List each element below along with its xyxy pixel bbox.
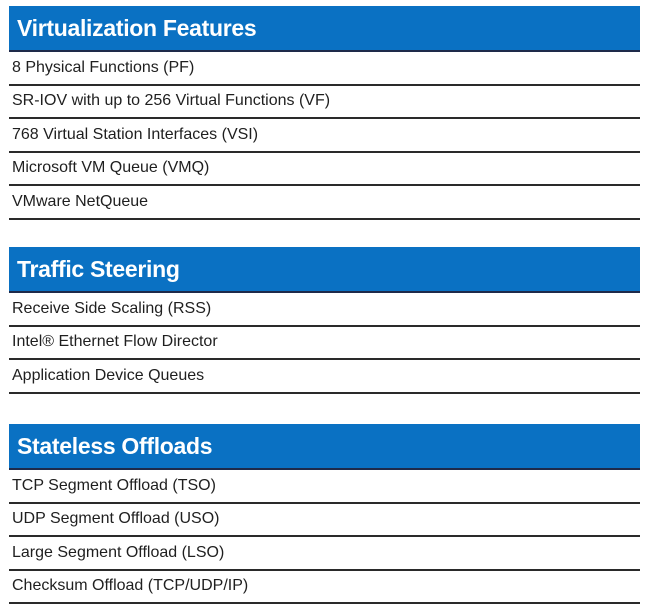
list-item: Application Device Queues: [9, 360, 640, 394]
section-traffic-steering: Traffic Steering Receive Side Scaling (R…: [9, 247, 640, 394]
list-item: 8 Physical Functions (PF): [9, 52, 640, 86]
list-item: UDP Segment Offload (USO): [9, 504, 640, 537]
section-virtualization-features: Virtualization Features 8 Physical Funct…: [9, 6, 640, 220]
section-title: Stateless Offloads: [9, 424, 640, 470]
list-item: TCP Segment Offload (TSO): [9, 470, 640, 504]
section-stateless-offloads: Stateless Offloads TCP Segment Offload (…: [9, 424, 640, 604]
list-item: Checksum Offload (TCP/UDP/IP): [9, 571, 640, 604]
list-item: VMware NetQueue: [9, 186, 640, 220]
section-title: Virtualization Features: [9, 6, 640, 52]
section-title: Traffic Steering: [9, 247, 640, 293]
list-item: Microsoft VM Queue (VMQ): [9, 153, 640, 186]
list-item: Large Segment Offload (LSO): [9, 537, 640, 571]
list-item: Intel® Ethernet Flow Director: [9, 327, 640, 360]
list-item: 768 Virtual Station Interfaces (VSI): [9, 119, 640, 153]
list-item: SR-IOV with up to 256 Virtual Functions …: [9, 86, 640, 119]
list-item: Receive Side Scaling (RSS): [9, 293, 640, 327]
